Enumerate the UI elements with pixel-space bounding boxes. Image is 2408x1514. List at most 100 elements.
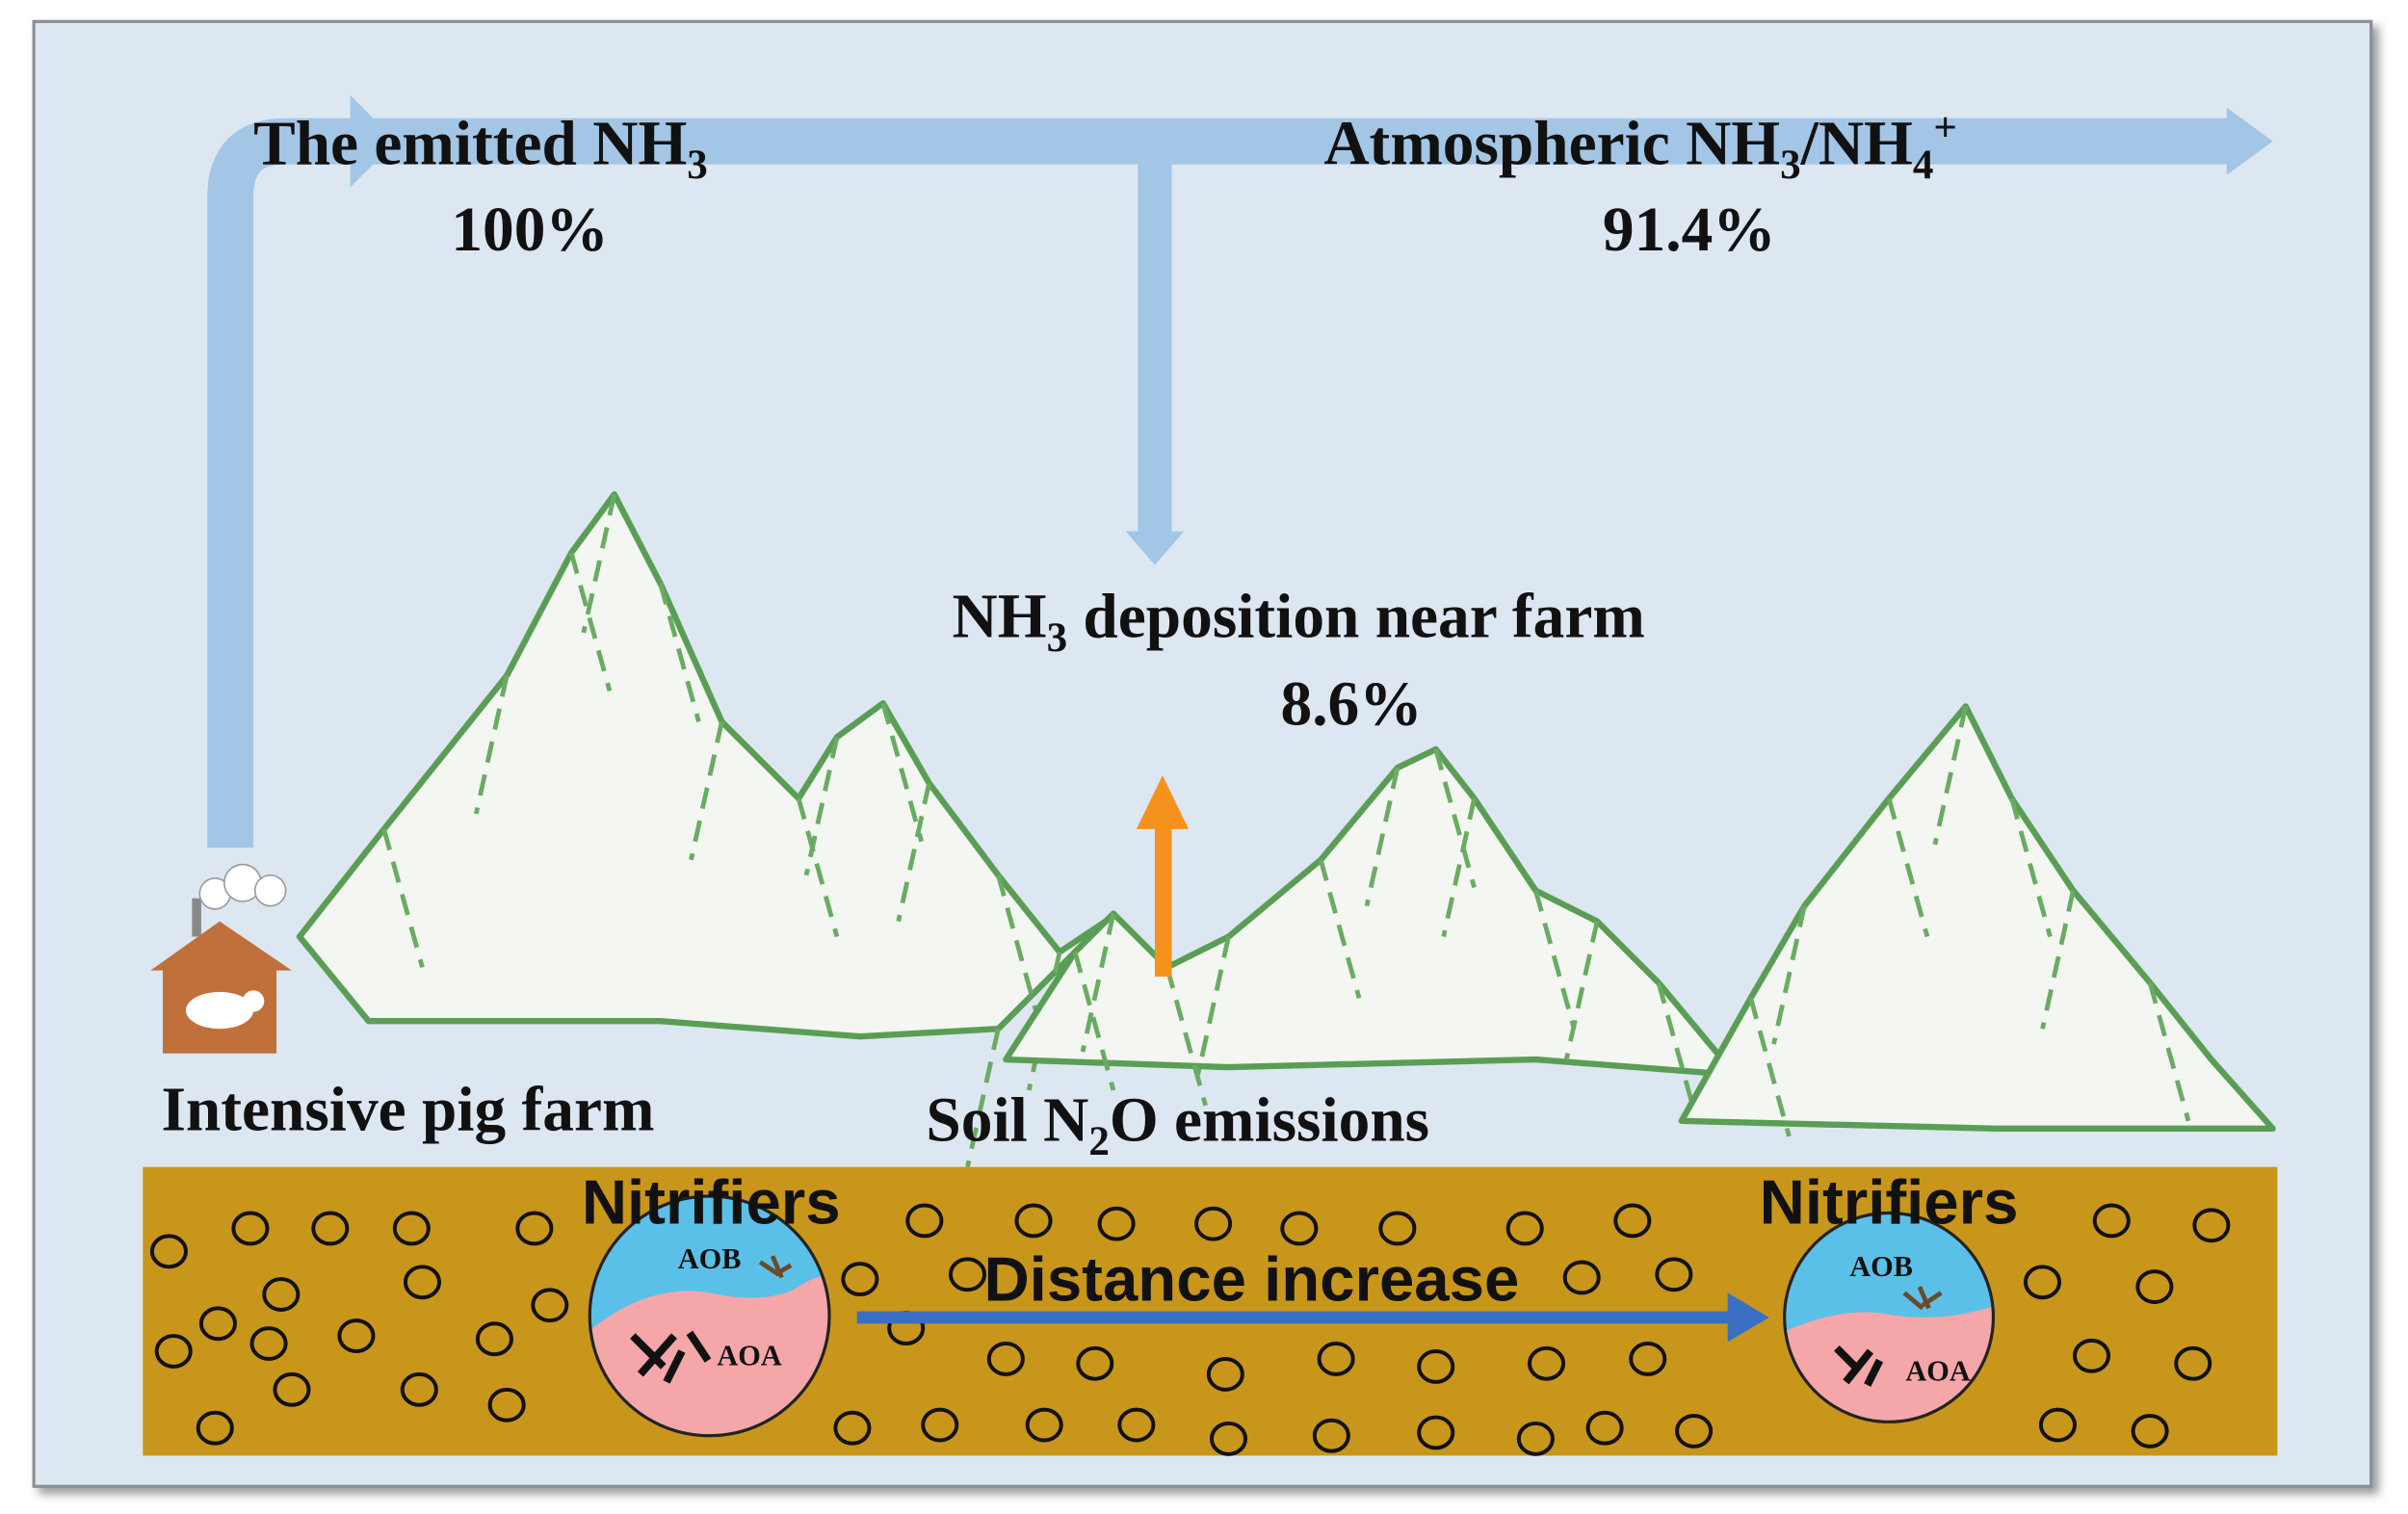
chimney	[192, 898, 201, 937]
aob-area	[589, 1195, 829, 1337]
mountains	[296, 491, 2276, 1168]
soil-particle	[948, 1257, 987, 1292]
soil-particle	[1117, 1407, 1156, 1443]
soil-particle	[1516, 1421, 1555, 1456]
label-superscript: +	[1933, 106, 1957, 151]
mountain-ridge	[381, 828, 425, 969]
soil-particle	[1675, 1413, 1714, 1449]
soil-particle	[196, 1410, 234, 1446]
aoa-cells	[1834, 1344, 1884, 1387]
soil-particle	[1505, 1211, 1544, 1246]
soil-particle	[2131, 1413, 2169, 1449]
mountain-ridge	[880, 702, 924, 843]
mountain-ridge	[1080, 913, 1116, 1053]
aob-area	[1784, 1213, 1994, 1333]
soil-particle	[1417, 1415, 1455, 1450]
mountain-ridge	[996, 874, 1039, 1014]
label-part: Atmospheric NH	[1323, 110, 1780, 179]
soil-particle	[2023, 1265, 2062, 1300]
aoa-cells	[630, 1330, 712, 1384]
soil-particle	[1417, 1349, 1455, 1384]
mountain-ridge	[1748, 997, 1792, 1137]
soil-particle	[1076, 1345, 1114, 1381]
atmosphere-label: Atmospheric NH3/NH4+	[1323, 106, 1957, 188]
gradient-label: Distance increase	[983, 1243, 1519, 1314]
label-part: deposition near farm	[1067, 583, 1645, 652]
soil-particle	[1025, 1407, 1063, 1443]
soil-particle	[262, 1277, 301, 1312]
soil-particle	[1206, 1356, 1244, 1392]
soil-particle	[403, 1265, 442, 1300]
label-part: The emitted NH	[253, 110, 687, 179]
nitrifiers-title: Nitrifiers	[582, 1167, 841, 1238]
distance-arrow	[856, 1311, 1736, 1324]
soil-particle	[198, 1306, 237, 1342]
soil-particle	[986, 1342, 1025, 1376]
mountain-ridge	[896, 782, 931, 923]
soil-particle	[400, 1371, 438, 1407]
aob-cells	[758, 1255, 793, 1279]
flow-arrow-head	[2226, 107, 2273, 175]
nitrifiers-title: Nitrifiers	[1760, 1167, 2019, 1238]
mountain	[1003, 745, 1739, 1079]
mountain-ridge	[803, 736, 840, 876]
label-subscript: 3	[1780, 143, 1801, 188]
soil-particle	[1014, 1203, 1053, 1239]
soil-particle	[273, 1371, 311, 1407]
mountain-ridge	[2040, 890, 2076, 1030]
flow-arrow	[207, 117, 2231, 848]
mountain-ridge	[1886, 797, 1930, 938]
pig	[185, 991, 254, 1030]
mountain-ridge	[2009, 797, 2053, 938]
label-part: O emissions	[1110, 1086, 1429, 1156]
nitrifier-circle-far: AOB AOA	[1783, 1211, 1996, 1423]
soil-particle	[311, 1211, 350, 1246]
label-part: /NH	[1800, 110, 1913, 179]
nitrifier-circle-near: AOB AOA	[588, 1194, 831, 1438]
soil-particle	[515, 1211, 554, 1246]
mountain-ridge	[1318, 859, 1362, 999]
soil-particle	[2072, 1338, 2111, 1373]
soil-particle	[2135, 1269, 2174, 1304]
mountain-ridge	[658, 583, 701, 722]
smoke	[253, 874, 287, 907]
emission-arrow	[1154, 825, 1172, 977]
emission-share: 100%	[451, 196, 608, 265]
mountain-ridge	[581, 493, 617, 634]
mountain-ridge	[2147, 981, 2191, 1122]
soil-particle	[487, 1387, 526, 1423]
mountain-ridge	[1656, 981, 1700, 1122]
label-subscript: 3	[687, 143, 708, 188]
deposition-label: NH3 deposition near farm	[953, 583, 1645, 661]
soil-particle	[2092, 1203, 2131, 1239]
soil-particle	[1312, 1418, 1350, 1453]
mountain-ridge	[568, 552, 613, 692]
soil-particle	[2038, 1407, 2077, 1443]
soil-particle	[1629, 1342, 1667, 1376]
soil-particle	[1378, 1211, 1417, 1246]
deposition-share: 8.6%	[1281, 670, 1423, 740]
emission-label: The emitted NH3	[253, 110, 708, 188]
deposition-arrow-head	[1125, 531, 1185, 565]
soil-particle	[921, 1407, 959, 1443]
house	[150, 921, 292, 1054]
soil-particle	[2174, 1345, 2212, 1381]
mountain-ridge	[1441, 797, 1477, 938]
aob-label: AOB	[678, 1242, 742, 1275]
mountain	[1678, 703, 2276, 1133]
soil-particle	[1585, 1410, 1624, 1446]
mountain-ridge	[1932, 705, 1969, 846]
soil-particle	[1097, 1206, 1136, 1241]
mountain-ridge	[1563, 921, 1600, 1060]
soil-particle	[1317, 1342, 1355, 1376]
mountain-ridge	[796, 797, 840, 938]
circle-outline	[1783, 1211, 1996, 1423]
soil-particle	[531, 1288, 569, 1323]
atmosphere-share: 91.4%	[1603, 196, 1776, 265]
soil-particle	[249, 1326, 288, 1361]
soil-particle	[1528, 1345, 1566, 1381]
soil-emission-label: Soil N2O emissions	[926, 1086, 1429, 1164]
aoa-label: AOA	[1905, 1354, 1970, 1387]
mountain-ridge	[1533, 890, 1577, 1030]
